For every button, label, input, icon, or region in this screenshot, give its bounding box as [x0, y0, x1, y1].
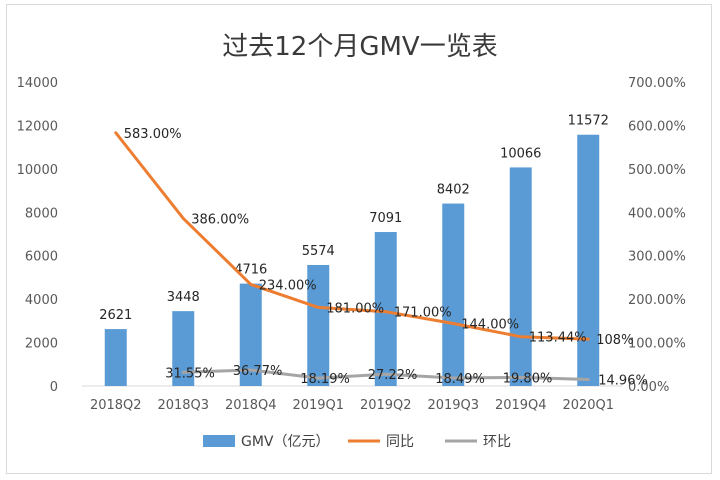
yoy-point-label: 171.00%: [394, 306, 452, 321]
qoq-line: [181, 368, 590, 381]
y-left-tick-label: 0: [50, 380, 58, 395]
legend-gmv-label: GMV（亿元）: [241, 434, 330, 450]
gmv-bar: [307, 264, 330, 386]
gmv-bar: [509, 167, 532, 386]
y-right-tick-label: 0.00%: [628, 380, 669, 395]
gmv-bar-label: 2621: [99, 308, 132, 323]
yoy-point-label: 144.00%: [461, 317, 519, 332]
qoq-point-label: 31.55%: [165, 366, 215, 381]
gmv-bar: [239, 283, 262, 386]
gmv-bar-label: 10066: [500, 146, 541, 161]
qoq-point-label: 14.96%: [598, 374, 648, 389]
x-tick-label: 2018Q2: [90, 398, 142, 413]
x-tick-label: 2019Q4: [495, 398, 547, 413]
x-tick-label: 2019Q2: [360, 398, 412, 413]
legend-gmv-swatch: [203, 435, 235, 447]
legend-qoq-label: 环比: [483, 434, 511, 450]
y-right-tick-label: 100.00%: [628, 337, 686, 352]
qoq-point-label: 18.19%: [300, 372, 350, 387]
x-tick-label: 2020Q1: [562, 398, 614, 413]
gmv-bar: [374, 232, 397, 386]
y-left-tick-label: 8000: [25, 206, 58, 221]
yoy-point-label: 583.00%: [124, 127, 182, 142]
qoq-point-label: 36.77%: [233, 364, 283, 379]
y-right-tick-label: 500.00%: [628, 163, 686, 178]
y-left-tick-label: 10000: [17, 163, 58, 178]
qoq-point-label: 18.49%: [435, 372, 485, 387]
y-right-tick-label: 600.00%: [628, 119, 686, 134]
gmv-bar: [172, 311, 195, 386]
gmv-bar: [442, 203, 465, 386]
gmv-bar: [577, 134, 600, 386]
y-left-tick-label: 14000: [17, 76, 58, 91]
yoy-point-label: 113.44%: [529, 331, 587, 346]
y-left-tick-label: 2000: [25, 337, 58, 352]
gmv-bar: [104, 329, 127, 386]
x-tick-label: 2018Q4: [225, 398, 277, 413]
y-right-tick-label: 300.00%: [628, 250, 686, 265]
gmv-bar-label: 3448: [167, 290, 200, 305]
y-left-tick-label: 12000: [17, 119, 58, 134]
yoy-point-label: 108%: [596, 333, 633, 348]
yoy-line: [114, 131, 590, 341]
y-right-tick-label: 400.00%: [628, 206, 686, 221]
chart-title: 过去12个月GMV一览表: [222, 32, 498, 62]
gmv-bar-label: 11572: [568, 114, 609, 129]
y-right-tick-label: 200.00%: [628, 293, 686, 308]
gmv-bar-label: 7091: [369, 211, 402, 226]
yoy-point-label: 181.00%: [326, 301, 384, 316]
y-left-tick-label: 4000: [25, 293, 58, 308]
y-left-tick-label: 6000: [25, 250, 58, 265]
gmv-bar-label: 5574: [302, 244, 335, 259]
qoq-point-label: 27.22%: [368, 368, 418, 383]
y-right-tick-label: 700.00%: [628, 76, 686, 91]
gmv-bar-label: 8402: [437, 183, 470, 198]
x-tick-label: 2019Q1: [292, 398, 344, 413]
gmv-bar-label: 4716: [234, 263, 267, 278]
legend-yoy-label: 同比: [386, 434, 414, 450]
x-tick-label: 2019Q3: [427, 398, 479, 413]
yoy-point-label: 386.00%: [191, 212, 249, 227]
yoy-point-label: 234.00%: [259, 278, 317, 293]
x-tick-label: 2018Q3: [157, 398, 209, 413]
qoq-point-label: 19.80%: [503, 371, 553, 386]
